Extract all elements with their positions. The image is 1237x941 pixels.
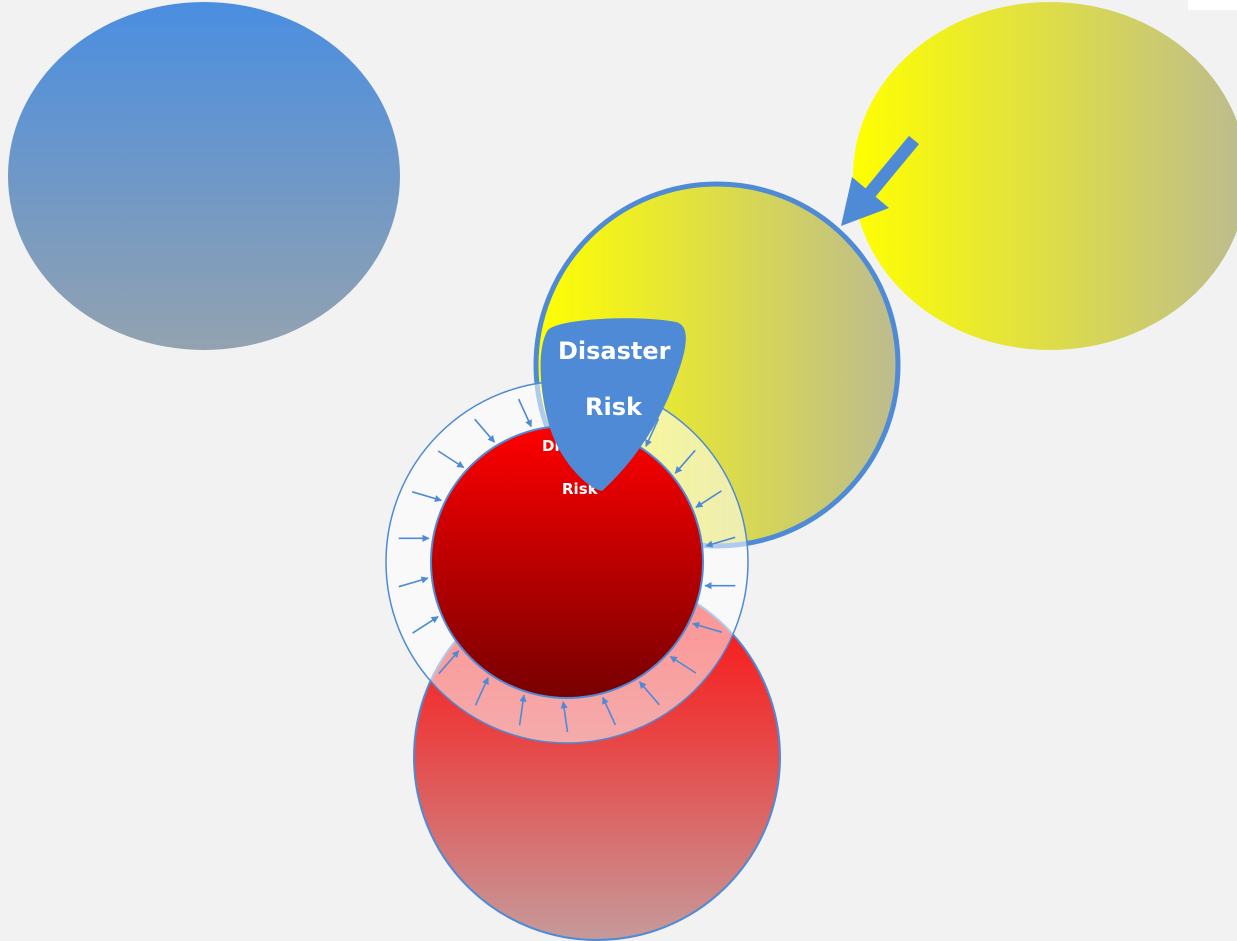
risk-drop-label-line2: Risk — [585, 393, 643, 421]
capacity-arrow — [518, 694, 527, 726]
capacity-arrow — [438, 650, 460, 675]
pointer-arrow — [860, 135, 920, 203]
risk-core — [430, 425, 704, 699]
capacity-arrow — [412, 616, 439, 634]
vulnerability-circle-back — [853, 2, 1237, 350]
corner-patch — [1188, 0, 1237, 10]
capacity-arrow — [674, 449, 696, 474]
capacity-arrow — [602, 696, 617, 726]
capacity-arrow — [695, 490, 722, 508]
capacity-arrow — [474, 677, 489, 706]
capacity-arrow — [474, 418, 496, 443]
capacity-arrow — [645, 418, 660, 447]
pointer-arrow-head — [841, 177, 889, 226]
capacity-arrow — [437, 450, 465, 469]
capacity-arrow — [692, 621, 723, 633]
capacity-arrow — [669, 655, 697, 674]
capacity-arrows — [398, 391, 736, 733]
capacity-arrow — [398, 576, 429, 588]
capacity-arrow — [560, 701, 569, 733]
capacity-arrow — [517, 398, 532, 428]
risk-drop-label-line1: Disaster — [558, 337, 671, 365]
risk-drop — [540, 318, 686, 491]
capacity-arrow — [705, 536, 736, 548]
hazard-circle — [8, 2, 400, 350]
capacity-arrow — [411, 491, 442, 503]
capacity-arrow — [638, 681, 660, 706]
